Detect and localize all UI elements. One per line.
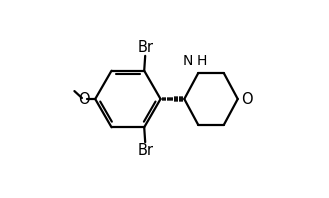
- Text: O: O: [241, 91, 253, 107]
- Text: H: H: [196, 54, 207, 68]
- Text: Br: Br: [137, 40, 153, 55]
- Text: Br: Br: [137, 143, 153, 158]
- Text: O: O: [79, 91, 90, 107]
- Text: N: N: [183, 54, 193, 68]
